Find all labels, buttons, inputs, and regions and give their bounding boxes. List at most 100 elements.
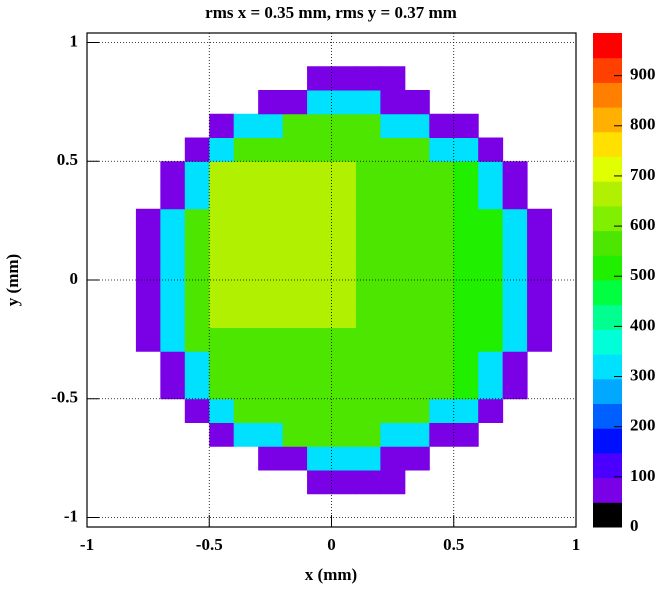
- heat-cell: [429, 256, 455, 281]
- heat-cell: [527, 208, 553, 233]
- heat-cell: [307, 470, 332, 495]
- colorbar-tick-label: 300: [630, 365, 656, 384]
- heat-cell: [331, 470, 357, 495]
- heat-cell: [258, 398, 284, 423]
- heat-cell: [478, 327, 504, 352]
- heat-cell: [184, 303, 210, 328]
- heat-cell: [209, 113, 235, 138]
- heat-cell: [160, 303, 186, 328]
- colorbar-tick-label: 900: [630, 65, 656, 84]
- x-tick-label: 0: [327, 535, 336, 554]
- heat-cell: [307, 90, 332, 115]
- heat-cell: [331, 351, 357, 376]
- heat-cell: [184, 232, 210, 257]
- y-tick-label: 0.5: [57, 150, 78, 169]
- heat-cell: [380, 66, 406, 91]
- heat-cell: [478, 375, 504, 400]
- heat-cell: [331, 375, 357, 400]
- heat-cell: [380, 470, 406, 495]
- heat-cell: [478, 137, 504, 162]
- heat-cell: [331, 66, 357, 91]
- heat-cell: [478, 161, 504, 186]
- colorbar-swatch: [593, 230, 622, 256]
- heat-cell: [184, 398, 210, 423]
- heat-cell: [307, 375, 332, 400]
- heat-cell: [478, 303, 504, 328]
- heat-cell: [307, 161, 332, 186]
- heat-cell: [282, 446, 308, 471]
- heat-cell: [453, 256, 479, 281]
- heat-cell: [502, 351, 528, 376]
- heat-cell: [478, 185, 504, 210]
- heat-cell: [233, 137, 259, 162]
- heat-cell: [209, 137, 235, 162]
- heat-cell: [258, 351, 284, 376]
- heat-cell: [331, 161, 357, 186]
- colorbar-swatch: [593, 502, 622, 528]
- heat-cell: [209, 280, 235, 305]
- heat-cell: [184, 375, 210, 400]
- heat-cell: [233, 113, 259, 138]
- chart-title: rms x = 0.35 mm, rms y = 0.37 mm: [205, 3, 457, 22]
- heat-cell: [380, 351, 406, 376]
- heat-cell: [404, 256, 430, 281]
- heat-cell: [184, 208, 210, 233]
- heat-cell: [355, 185, 381, 210]
- heat-cell: [209, 422, 235, 447]
- heat-cell: [355, 161, 381, 186]
- heat-cell: [258, 280, 284, 305]
- heat-cell: [282, 375, 308, 400]
- heat-cell: [331, 137, 357, 162]
- heat-cell: [331, 232, 357, 257]
- heat-cell: [380, 327, 406, 352]
- heat-cell: [404, 422, 430, 447]
- heat-cell: [307, 422, 332, 447]
- heat-cell: [502, 303, 528, 328]
- heat-cell: [184, 185, 210, 210]
- heat-cell: [404, 113, 430, 138]
- heat-cell: [404, 280, 430, 305]
- colorbar-tick-label: 100: [630, 466, 656, 485]
- heat-cell: [404, 208, 430, 233]
- heat-cell: [307, 256, 332, 281]
- heat-cell: [282, 422, 308, 447]
- heat-cell: [209, 351, 235, 376]
- heat-cell: [380, 398, 406, 423]
- heat-cell: [478, 280, 504, 305]
- colorbar-tick-label: 700: [630, 165, 656, 184]
- heat-cell: [282, 232, 308, 257]
- heat-cell: [355, 90, 381, 115]
- plot-frame: [86, 32, 577, 528]
- colorbar-swatch: [593, 57, 622, 83]
- heat-cell: [282, 303, 308, 328]
- heat-cell: [380, 90, 406, 115]
- heat-cell: [209, 375, 235, 400]
- heat-cell: [502, 232, 528, 257]
- heat-cell: [502, 161, 528, 186]
- colorbar-tick-label: 400: [630, 315, 656, 334]
- heat-cell: [380, 137, 406, 162]
- heat-cell: [160, 327, 186, 352]
- heat-cell: [453, 113, 479, 138]
- heat-cell: [502, 327, 528, 352]
- heat-cell: [135, 303, 161, 328]
- heat-cell: [282, 185, 308, 210]
- heat-cell: [160, 161, 186, 186]
- heat-cell: [233, 256, 259, 281]
- heat-cell: [307, 351, 332, 376]
- heat-cell: [307, 185, 332, 210]
- colorbar-swatch: [593, 329, 622, 355]
- heat-cell: [355, 66, 381, 91]
- heat-cell: [453, 375, 479, 400]
- heat-cell: [502, 280, 528, 305]
- heat-cell: [184, 351, 210, 376]
- heat-cell: [307, 398, 332, 423]
- heat-cell: [282, 208, 308, 233]
- heat-cell: [331, 303, 357, 328]
- heat-cell: [135, 208, 161, 233]
- heat-cell: [307, 446, 332, 471]
- colorbar-tick-label: 0: [630, 516, 639, 535]
- heat-cell: [258, 137, 284, 162]
- colorbar-tick-label: 500: [630, 265, 656, 284]
- colorbar-tick-label: 200: [630, 416, 656, 435]
